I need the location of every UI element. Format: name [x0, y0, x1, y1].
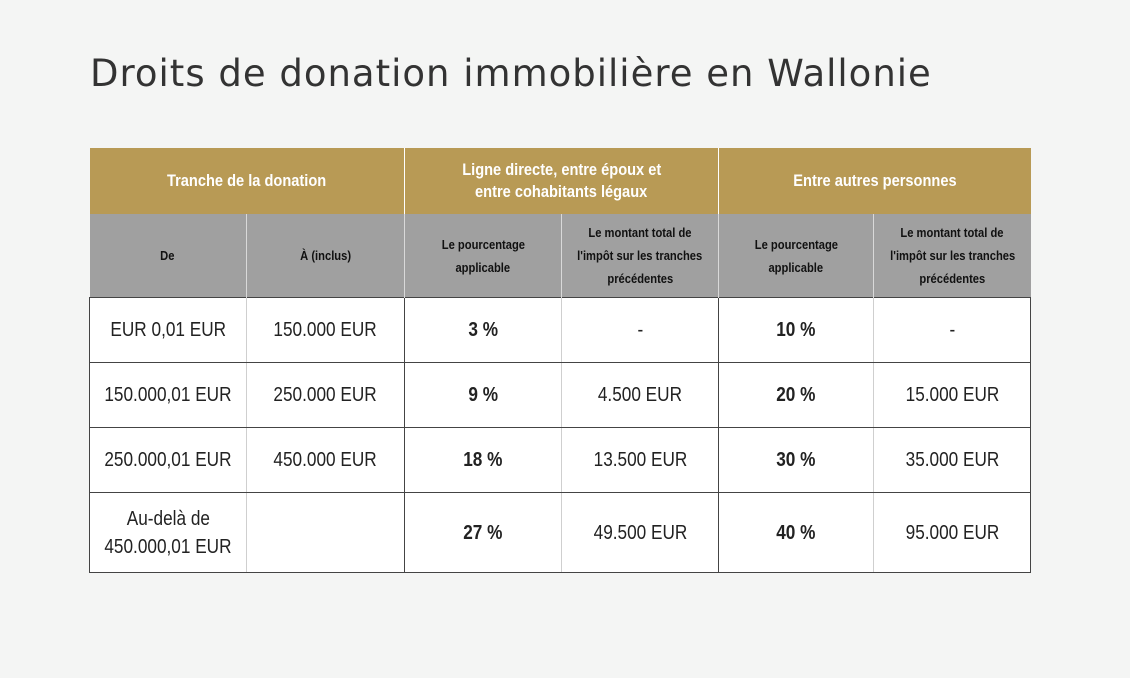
table-row: 150.000,01 EUR 250.000 EUR 9 % 4.500 EUR… — [89, 362, 1032, 428]
table-row: EUR 0,01 EUR 150.000 EUR 3 % - 10 % - — [89, 297, 1032, 363]
subheader-de: De — [89, 214, 247, 298]
cell-montant-ligne-directe: 4.500 EUR — [561, 362, 720, 428]
cell-pourcentage-ligne-directe: 3 % — [404, 297, 563, 363]
subheader-a-inclus: À (inclus) — [245, 214, 406, 298]
cell-de: Au-delà de 450.000,01 EUR — [89, 492, 247, 573]
cell-montant-autres: 35.000 EUR — [873, 427, 1032, 493]
table-row: Au-delà de 450.000,01 EUR 27 % 49.500 EUR… — [89, 492, 1032, 573]
subheader-montant-autres: Le montant total de l'impôt sur les tranc… — [873, 214, 1031, 298]
header-tranche: Tranche de la donation — [89, 148, 406, 214]
cell-pourcentage-autres: 40 % — [718, 492, 875, 573]
cell-pourcentage-ligne-directe: 9 % — [404, 362, 563, 428]
subheader-pourcentage-ligne-directe: Le pourcentage applicable — [404, 214, 563, 298]
sub-header-row: De À (inclus) Le pourcentage applicable L… — [89, 214, 1031, 298]
cell-pourcentage-autres: 30 % — [718, 427, 875, 493]
donation-tax-table: Tranche de la donation Ligne directe, en… — [89, 148, 1032, 573]
subheader-montant-ligne-directe: Le montant total de l'impôt sur les tranc… — [561, 214, 720, 298]
header-autres-personnes: Entre autres personnes — [718, 148, 1031, 214]
page-title: Droits de donation immobilière en Wallon… — [90, 52, 932, 95]
table-row: 250.000,01 EUR 450.000 EUR 18 % 13.500 E… — [89, 427, 1032, 493]
cell-montant-ligne-directe: 13.500 EUR — [561, 427, 720, 493]
group-header-row: Tranche de la donation Ligne directe, en… — [89, 148, 1031, 214]
cell-a: 250.000 EUR — [245, 362, 406, 428]
subheader-pourcentage-autres: Le pourcentage applicable — [718, 214, 875, 298]
header-ligne-directe: Ligne directe, entre époux et entre coha… — [404, 148, 720, 214]
cell-pourcentage-autres: 10 % — [718, 297, 875, 363]
cell-montant-autres: - — [873, 297, 1032, 363]
cell-de: 150.000,01 EUR — [89, 362, 247, 428]
cell-montant-autres: 95.000 EUR — [873, 492, 1032, 573]
cell-de: 250.000,01 EUR — [89, 427, 247, 493]
cell-pourcentage-ligne-directe: 27 % — [404, 492, 563, 573]
cell-a: 450.000 EUR — [245, 427, 406, 493]
cell-a — [245, 492, 406, 573]
cell-de: EUR 0,01 EUR — [89, 297, 247, 363]
cell-montant-ligne-directe: - — [561, 297, 720, 363]
cell-montant-ligne-directe: 49.500 EUR — [561, 492, 720, 573]
cell-pourcentage-ligne-directe: 18 % — [404, 427, 563, 493]
cell-pourcentage-autres: 20 % — [718, 362, 875, 428]
cell-a: 150.000 EUR — [245, 297, 406, 363]
cell-montant-autres: 15.000 EUR — [873, 362, 1032, 428]
